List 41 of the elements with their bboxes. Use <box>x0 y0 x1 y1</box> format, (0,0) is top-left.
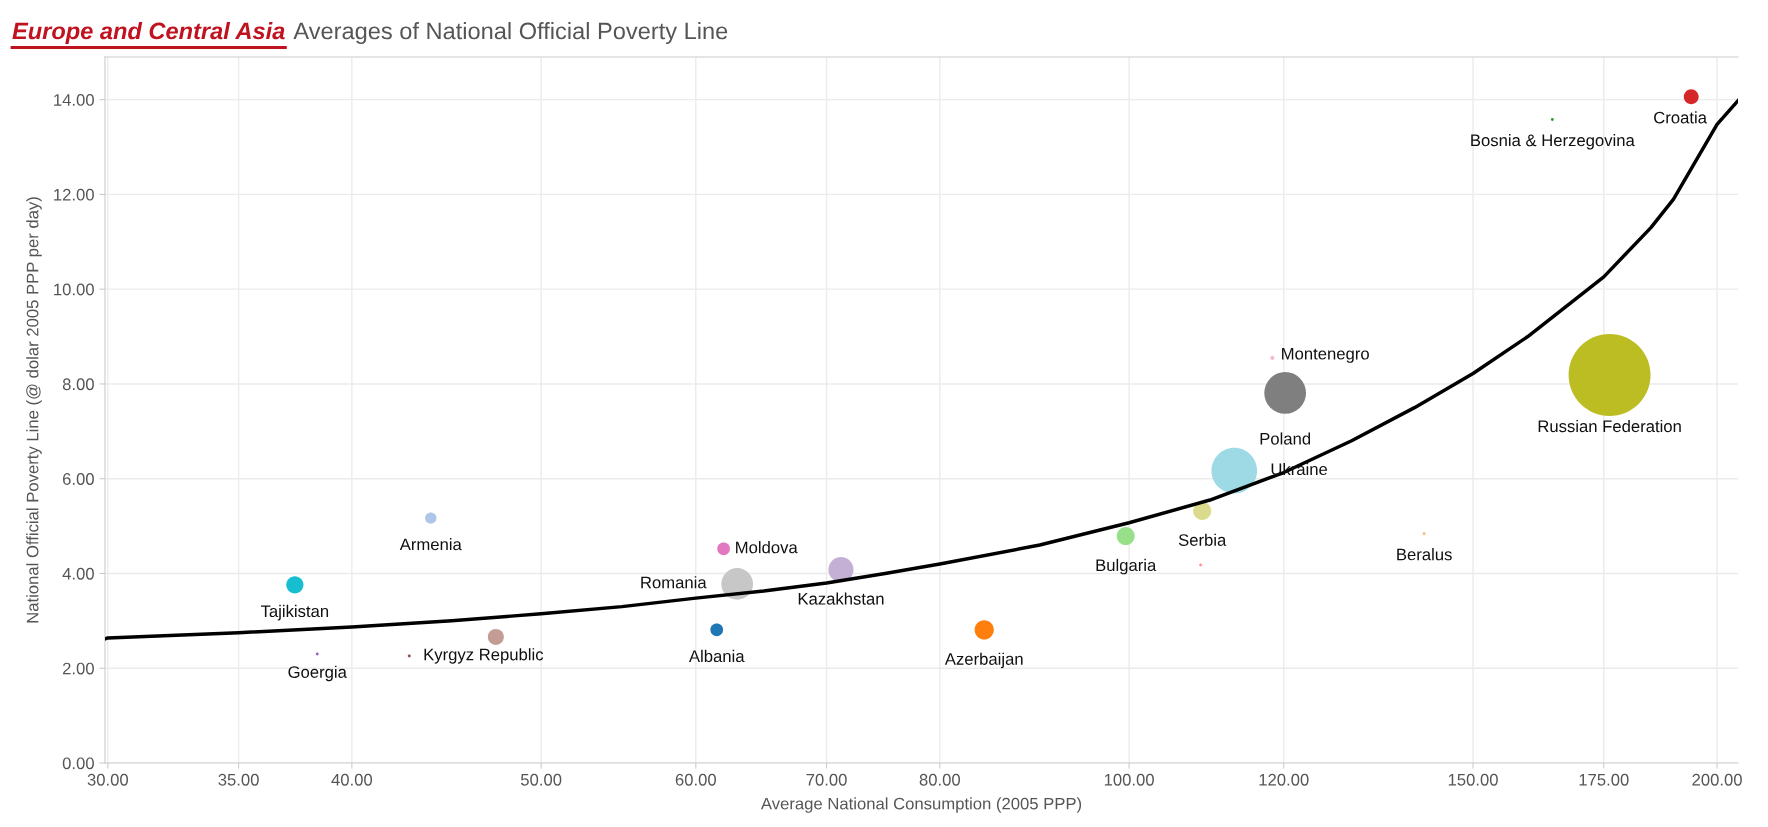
annotation: Kazakhstan <box>798 592 884 605</box>
annotation: Moldova <box>736 541 798 554</box>
annotation: Romania <box>641 576 707 589</box>
y-axis-title: National Official Poverty Line (@ dolar 2005 PPP per day) <box>26 197 42 623</box>
annotation: Poland <box>1260 432 1311 445</box>
annotation: Kyrgyz Republic <box>424 648 544 664</box>
annotation: Russian Federation <box>1538 419 1681 433</box>
annotation: Goergia <box>288 665 347 682</box>
chart-title: Europe and Central Asia <box>12 22 285 44</box>
x-tick-label: 100.00 <box>1104 773 1154 786</box>
x-tick-label: 50.00 <box>520 773 562 786</box>
x-tick-label: 200.00 <box>1692 773 1742 786</box>
x-axis-title: Average National Consumption (2005 PPP) <box>760 797 1082 813</box>
annotation: Armenia <box>399 538 462 551</box>
annotation: Montenegro <box>1282 347 1369 363</box>
y-tick-label: 2.00 <box>62 662 94 675</box>
x-tick-label: 60.00 <box>675 773 716 786</box>
annotation: Beralus <box>1397 548 1452 561</box>
x-tick-label: 150.00 <box>1448 773 1498 786</box>
x-tick-label: 35.00 <box>218 773 259 786</box>
x-tick-label: 80.00 <box>919 773 961 786</box>
annotation: Serbia <box>1178 533 1227 546</box>
x-tick-label: 40.00 <box>331 773 373 786</box>
annotation: Azerbaijan <box>944 652 1023 669</box>
x-tick-label: 120.00 <box>1259 773 1309 786</box>
annotation: Bulgaria <box>1096 558 1157 575</box>
x-tick-label: 70.00 <box>806 773 847 786</box>
y-tick-label: 0.00 <box>62 757 94 770</box>
y-tick-label: 12.00 <box>54 188 94 201</box>
annotation: Bosnia & Herzegovina <box>1471 134 1635 150</box>
y-tick-label: 14.00 <box>54 94 94 106</box>
chart-subtitle: Averages of National Official Poverty Line <box>293 22 728 44</box>
annotation: Croatia <box>1654 111 1707 124</box>
y-tick-label: 4.00 <box>62 567 94 580</box>
x-tick-label: 175.00 <box>1579 773 1629 786</box>
y-tick-label: 6.00 <box>62 473 94 485</box>
annotation: Albania <box>688 649 745 663</box>
y-tick-label: 8.00 <box>62 378 94 391</box>
x-tick-label: 30.00 <box>87 773 129 786</box>
annotation: Tajikistan <box>260 604 329 621</box>
y-tick-label: 10.00 <box>54 283 94 296</box>
